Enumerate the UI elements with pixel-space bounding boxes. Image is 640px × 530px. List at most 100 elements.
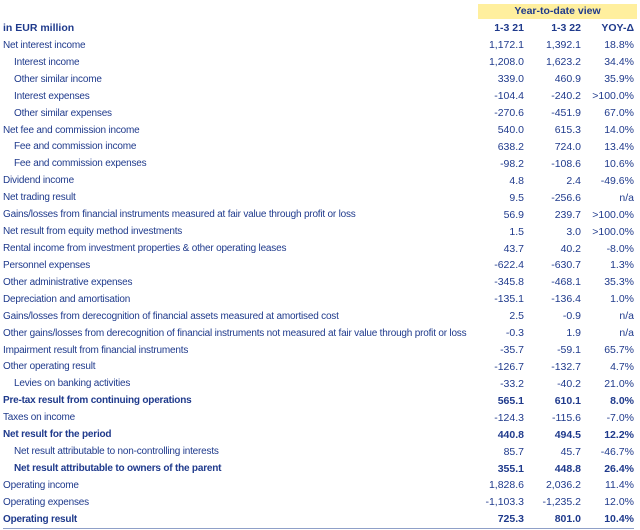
table-row: Other gains/losses from derecognition of… xyxy=(3,325,634,342)
cell-value-1-3-21: 440.8 xyxy=(497,428,524,441)
column-header-yoy-delta: YOY-Δ xyxy=(601,22,634,34)
row-label: Net result attributable to owners of the… xyxy=(14,463,222,474)
unit-label: in EUR million xyxy=(3,22,75,34)
cell-value-1-3-21: 9.5 xyxy=(509,191,524,204)
row-label: Pre-tax result from continuing operation… xyxy=(3,395,192,407)
cell-value-1-3-22: 2.4 xyxy=(566,174,581,187)
table-row: Operating result 725.3 801.0 10.4% xyxy=(3,511,634,528)
cell-value-1-3-21: -1,103.3 xyxy=(485,496,524,509)
view-header-row: Year-to-date view xyxy=(3,4,637,19)
row-label: Net result from equity method investment… xyxy=(3,226,183,238)
cell-value-1-3-22: 3.0 xyxy=(566,225,581,238)
row-label: Interest income xyxy=(14,56,80,68)
table-body: Net interest income 1,172.1 1,392.1 18.8… xyxy=(3,37,634,529)
cell-value-1-3-22: 448.8 xyxy=(554,462,581,475)
row-label: Taxes on income xyxy=(3,412,76,424)
cell-value-yoy-delta: 11.4% xyxy=(605,479,634,492)
cell-value-1-3-22: 40.2 xyxy=(560,242,581,255)
table-row: Fee and commission expenses -98.2 -108.6… xyxy=(3,155,634,172)
cell-value-yoy-delta: >100.0% xyxy=(592,90,634,103)
cell-value-1-3-21: 1,208.0 xyxy=(488,56,524,69)
table-row: Operating income 1,828.6 2,036.2 11.4% xyxy=(3,477,634,494)
cell-value-yoy-delta: -46.7% xyxy=(600,445,634,458)
column-header-1-3-22: 1-3 22 xyxy=(551,22,581,34)
cell-value-1-3-21: -126.7 xyxy=(494,360,524,373)
cell-value-yoy-delta: 34.4% xyxy=(604,56,634,69)
cell-value-1-3-22: -256.6 xyxy=(551,191,581,204)
cell-value-yoy-delta: >100.0% xyxy=(592,225,634,238)
cell-value-1-3-22: 1,623.2 xyxy=(545,56,581,69)
cell-value-yoy-delta: 12.2% xyxy=(604,428,634,441)
cell-value-yoy-delta: n/a xyxy=(619,191,634,204)
table-row: Other operating result -126.7 -132.7 4.7… xyxy=(3,359,634,376)
cell-value-1-3-21: -33.2 xyxy=(500,377,524,390)
cell-value-1-3-21: -270.6 xyxy=(494,107,524,120)
cell-value-yoy-delta: 10.4% xyxy=(604,513,634,526)
cell-value-yoy-delta: -49.6% xyxy=(600,174,634,187)
cell-value-1-3-21: -124.3 xyxy=(494,411,524,424)
cell-value-1-3-22: 494.5 xyxy=(554,428,581,441)
table-row: Taxes on income -124.3 -115.6 -7.0% xyxy=(3,409,634,426)
cell-value-yoy-delta: >100.0% xyxy=(592,208,634,221)
cell-value-1-3-22: -108.6 xyxy=(551,157,581,170)
cell-value-1-3-21: -345.8 xyxy=(494,276,524,289)
cell-value-yoy-delta: 18.8% xyxy=(604,39,634,52)
cell-value-1-3-22: -451.9 xyxy=(551,107,581,120)
cell-value-1-3-21: -35.7 xyxy=(500,344,524,357)
cell-value-yoy-delta: 35.3% xyxy=(604,276,634,289)
cell-value-yoy-delta: 12.0% xyxy=(604,496,634,509)
table-row: Pre-tax result from continuing operation… xyxy=(3,392,634,409)
cell-value-1-3-22: 1,392.1 xyxy=(545,39,581,52)
cell-value-1-3-22: 615.3 xyxy=(554,124,581,137)
row-label: Net interest income xyxy=(3,39,86,51)
cell-value-1-3-22: 1.9 xyxy=(566,327,581,340)
cell-value-1-3-21: 638.2 xyxy=(497,140,524,153)
table-row: Other similar expenses -270.6 -451.9 67.… xyxy=(3,105,634,122)
cell-value-1-3-21: 56.9 xyxy=(503,208,524,221)
row-label: Gains/losses from financial instruments … xyxy=(3,209,356,221)
row-label: Interest expenses xyxy=(14,90,90,102)
cell-value-1-3-22: -240.2 xyxy=(551,90,581,103)
cell-value-1-3-22: -40.2 xyxy=(557,377,581,390)
cell-value-1-3-21: 725.3 xyxy=(497,513,524,526)
cell-value-1-3-22: 610.1 xyxy=(554,394,581,407)
cell-value-1-3-21: 540.0 xyxy=(497,124,524,137)
table-row: Net trading result 9.5 -256.6 n/a xyxy=(3,189,634,206)
cell-value-1-3-21: -98.2 xyxy=(500,157,524,170)
cell-value-yoy-delta: 67.0% xyxy=(604,107,634,120)
row-label: Operating income xyxy=(3,479,79,491)
cell-value-1-3-21: 1,172.1 xyxy=(488,39,524,52)
cell-value-1-3-21: -0.3 xyxy=(505,327,524,340)
table-row: Impairment result from financial instrum… xyxy=(3,342,634,359)
table-row: Levies on banking activities -33.2 -40.2… xyxy=(3,375,634,392)
cell-value-yoy-delta: 4.7% xyxy=(610,360,634,373)
cell-value-1-3-21: 85.7 xyxy=(503,445,524,458)
cell-value-1-3-21: 355.1 xyxy=(497,462,524,475)
cell-value-yoy-delta: 8.0% xyxy=(610,394,634,407)
cell-value-yoy-delta: 26.4% xyxy=(604,462,634,475)
cell-value-1-3-22: -136.4 xyxy=(551,293,581,306)
cell-value-yoy-delta: 65.7% xyxy=(604,344,634,357)
year-to-date-view-header: Year-to-date view xyxy=(478,4,637,19)
cell-value-yoy-delta: 1.0% xyxy=(610,293,634,306)
row-label: Depreciation and amortisation xyxy=(3,293,131,305)
row-label: Net trading result xyxy=(3,192,76,204)
row-label: Impairment result from financial instrum… xyxy=(3,344,189,356)
table-row: Net fee and commission income 540.0 615.… xyxy=(3,122,634,139)
cell-value-1-3-21: 43.7 xyxy=(503,242,524,255)
row-label: Operating result xyxy=(3,513,78,525)
table-row: Other similar income 339.0 460.9 35.9% xyxy=(3,71,634,88)
table-row: Net result for the period 440.8 494.5 12… xyxy=(3,426,634,443)
row-label: Net result for the period xyxy=(3,429,112,441)
cell-value-1-3-22: -468.1 xyxy=(551,276,581,289)
table-row: Dividend income 4.8 2.4 -49.6% xyxy=(3,172,634,189)
cell-value-yoy-delta: -8.0% xyxy=(606,242,634,255)
cell-value-1-3-22: -132.7 xyxy=(551,360,581,373)
cell-value-1-3-22: 460.9 xyxy=(554,73,581,86)
row-label: Gains/losses from derecognition of finan… xyxy=(3,310,339,322)
cell-value-1-3-21: 565.1 xyxy=(497,394,524,407)
cell-value-1-3-21: 339.0 xyxy=(497,73,524,86)
cell-value-yoy-delta: -7.0% xyxy=(606,411,634,424)
table-row: Depreciation and amortisation -135.1 -13… xyxy=(3,291,634,308)
